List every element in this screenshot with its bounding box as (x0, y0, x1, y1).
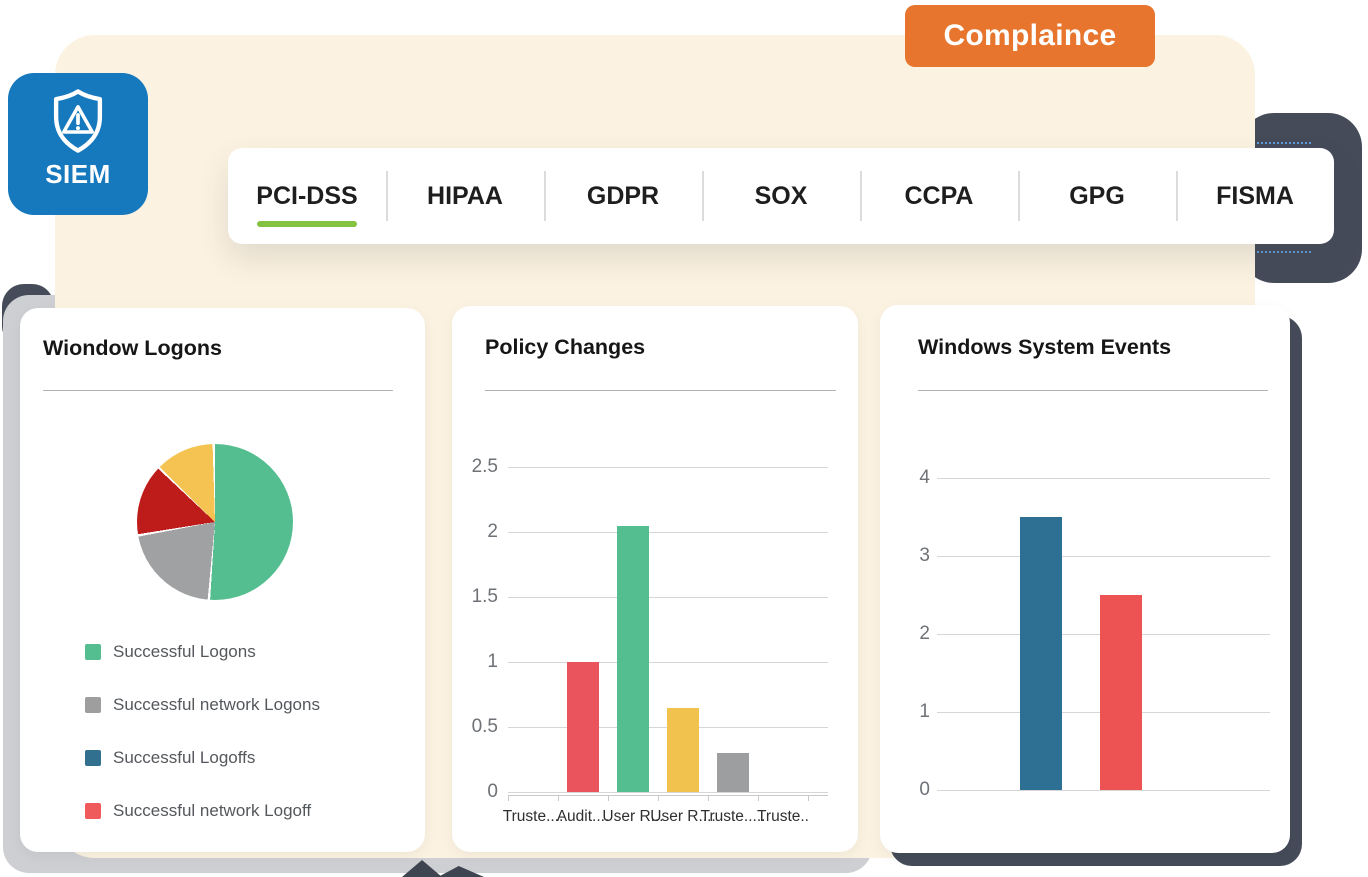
compliance-tab-bar: PCI-DSS HIPAA GDPR SOX CCPA GPG FISMA (228, 148, 1334, 244)
y-tick-label: 1 (919, 701, 930, 722)
legend-item: Successful Logoffs (85, 748, 320, 768)
x-axis-tick (758, 795, 759, 801)
tab-label: HIPAA (427, 181, 503, 210)
card-divider (485, 390, 836, 391)
x-tick-label: Truste.. (757, 808, 809, 825)
tab-sox[interactable]: SOX (702, 148, 860, 244)
tab-gpg[interactable]: GPG (1018, 148, 1176, 244)
policy-changes-chart: 0 0.5 1 1.5 2 2.5 Truste.... Audit.... User R...… (452, 436, 858, 856)
x-tick-label: Truste..... (700, 808, 766, 825)
bar (717, 753, 749, 792)
gridline (508, 662, 828, 663)
bar (1100, 595, 1142, 790)
siem-logo-label: SIEM (45, 159, 111, 189)
y-tick-label: 0 (487, 781, 498, 802)
tab-label: GPG (1069, 181, 1125, 210)
card-divider (43, 390, 393, 391)
tab-label: FISMA (1216, 181, 1294, 210)
siem-logo-tile: SIEM (8, 73, 148, 215)
windows-logons-pie (137, 444, 293, 600)
pie-legend: Successful Logons Successful network Log… (85, 642, 320, 821)
legend-label: Successful Logoffs (113, 748, 256, 767)
active-tab-underline (257, 221, 357, 227)
dotted-accent-line (1257, 142, 1311, 144)
system-events-card: Windows System Events 0 1 2 3 4 (880, 305, 1290, 853)
tab-label: SOX (754, 181, 808, 210)
shield-alert-icon (53, 89, 103, 153)
y-tick-label: 2 (919, 623, 930, 644)
tab-label: GDPR (586, 181, 660, 210)
tab-label: CCPA (904, 181, 974, 210)
legend-label: Successful network Logons (113, 695, 320, 714)
bar (617, 525, 649, 792)
y-tick-label: 2 (487, 521, 498, 542)
gridline (508, 467, 828, 468)
y-tick-label: 2.5 (471, 456, 498, 477)
legend-swatch (85, 750, 101, 766)
x-axis-tick (608, 795, 609, 801)
legend-swatch (85, 644, 101, 660)
card-divider (918, 390, 1268, 391)
x-axis-tick (708, 795, 709, 801)
y-tick-label: 1.5 (471, 586, 498, 607)
x-axis-tick (508, 795, 509, 801)
bar (567, 662, 599, 792)
system-events-chart: 0 1 2 3 4 (880, 435, 1290, 855)
legend-swatch (85, 803, 101, 819)
card-title: Policy Changes (485, 335, 646, 359)
windows-logons-card: Wiondow Logons Successful Logons Success… (20, 308, 425, 852)
tab-pci-dss[interactable]: PCI-DSS (228, 148, 386, 244)
x-axis-tick (658, 795, 659, 801)
x-tick-label: Audit.... (556, 808, 610, 825)
x-axis-tick (558, 795, 559, 801)
y-tick-label: 1 (487, 651, 498, 672)
dotted-accent-line (1257, 251, 1311, 253)
x-tick-label: Truste.... (502, 808, 564, 825)
card-title: Wiondow Logons (43, 336, 222, 360)
policy-changes-card: Policy Changes 0 0.5 1 1.5 2 2.5 Truste.... Aud… (452, 306, 858, 852)
gridline (508, 532, 828, 533)
bar (667, 707, 699, 792)
gridline (508, 597, 828, 598)
tab-fisma[interactable]: FISMA (1176, 148, 1334, 244)
legend-swatch (85, 697, 101, 713)
compliance-badge: Complaince (905, 5, 1155, 67)
gridline (937, 556, 1270, 557)
compliance-badge-label: Complaince (943, 19, 1117, 52)
y-tick-label: 0.5 (471, 716, 498, 737)
x-tick-label: User R... (602, 808, 664, 825)
card-title: Windows System Events (918, 335, 1172, 359)
x-tick-label: User R.... (650, 808, 716, 825)
legend-item: Successful network Logons (85, 695, 320, 715)
legend-label: Successful Logons (113, 642, 256, 661)
bar (1020, 517, 1062, 790)
y-tick-label: 3 (919, 545, 930, 566)
legend-label: Successful network Logoff (113, 801, 312, 820)
x-axis-line (508, 795, 828, 796)
gridline (937, 790, 1270, 791)
tab-ccpa[interactable]: CCPA (860, 148, 1018, 244)
legend-item: Successful Logons (85, 642, 320, 662)
tab-hipaa[interactable]: HIPAA (386, 148, 544, 244)
y-tick-label: 4 (919, 467, 930, 488)
legend-item: Successful network Logoff (85, 801, 320, 821)
gridline (937, 478, 1270, 479)
gridline (508, 792, 828, 793)
tab-gdpr[interactable]: GDPR (544, 148, 702, 244)
wave-decoration (438, 866, 484, 877)
y-tick-label: 0 (919, 779, 930, 800)
tab-label: PCI-DSS (256, 181, 358, 210)
x-axis-tick (808, 795, 809, 801)
